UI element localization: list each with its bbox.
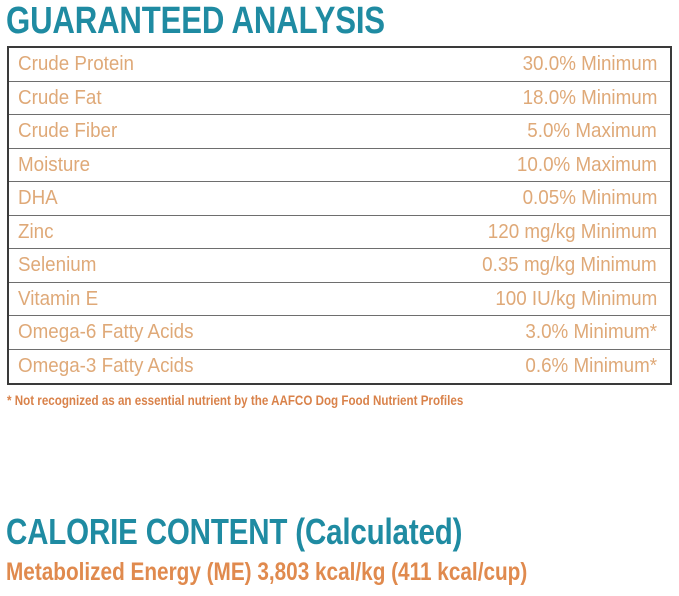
nutrient-value: 100 IU/kg Minimum	[495, 287, 657, 310]
calorie-content-title: CALORIE CONTENT (Calculated)	[6, 511, 463, 552]
table-row: Crude Protein 30.0% Minimum	[9, 48, 670, 82]
table-row: Vitamin E 100 IU/kg Minimum	[9, 283, 670, 316]
nutrient-value: 3.0% Minimum*	[525, 321, 657, 344]
nutrient-label: Crude Protein	[18, 53, 135, 76]
nutrient-label: Crude Fiber	[18, 120, 118, 143]
nutrient-label: Omega-6 Fatty Acids	[18, 321, 194, 344]
nutrient-label: Selenium	[18, 254, 97, 277]
guaranteed-analysis-table: Crude Protein 30.0% Minimum Crude Fat 18…	[7, 46, 672, 385]
nutrient-value: 5.0% Maximum	[527, 120, 657, 143]
table-row: Crude Fat 18.0% Minimum	[9, 82, 670, 115]
nutrient-value: 0.35 mg/kg Minimum	[482, 254, 657, 277]
table-row: Omega-3 Fatty Acids 0.6% Minimum*	[9, 350, 670, 384]
nutrient-value: 10.0% Maximum	[516, 153, 657, 176]
nutrient-label: Crude Fat	[18, 86, 102, 109]
guaranteed-analysis-title: GUARANTEED ANALYSIS	[6, 0, 385, 42]
guaranteed-analysis-footnote: * Not recognized as an essential nutrien…	[7, 393, 464, 408]
table-row: Crude Fiber 5.0% Maximum	[9, 115, 670, 149]
nutrient-label: Vitamin E	[18, 287, 99, 310]
nutrient-value: 30.0% Minimum	[522, 53, 657, 76]
nutrient-label: Moisture	[18, 153, 91, 176]
nutrient-value: 0.6% Minimum*	[525, 355, 657, 378]
nutrient-label: Omega-3 Fatty Acids	[18, 355, 194, 378]
table-row: DHA 0.05% Minimum	[9, 182, 670, 216]
nutrient-label: DHA	[18, 187, 58, 210]
metabolized-energy-line: Metabolized Energy (ME) 3,803 kcal/kg (4…	[6, 558, 528, 586]
table-row: Omega-6 Fatty Acids 3.0% Minimum*	[9, 316, 670, 350]
table-row: Moisture 10.0% Maximum	[9, 149, 670, 182]
nutrient-value: 18.0% Minimum	[522, 86, 657, 109]
nutrient-value: 0.05% Minimum	[522, 187, 657, 210]
nutrient-value: 120 mg/kg Minimum	[487, 220, 657, 243]
table-row: Zinc 120 mg/kg Minimum	[9, 216, 670, 249]
table-row: Selenium 0.35 mg/kg Minimum	[9, 249, 670, 283]
nutrient-label: Zinc	[18, 220, 54, 243]
